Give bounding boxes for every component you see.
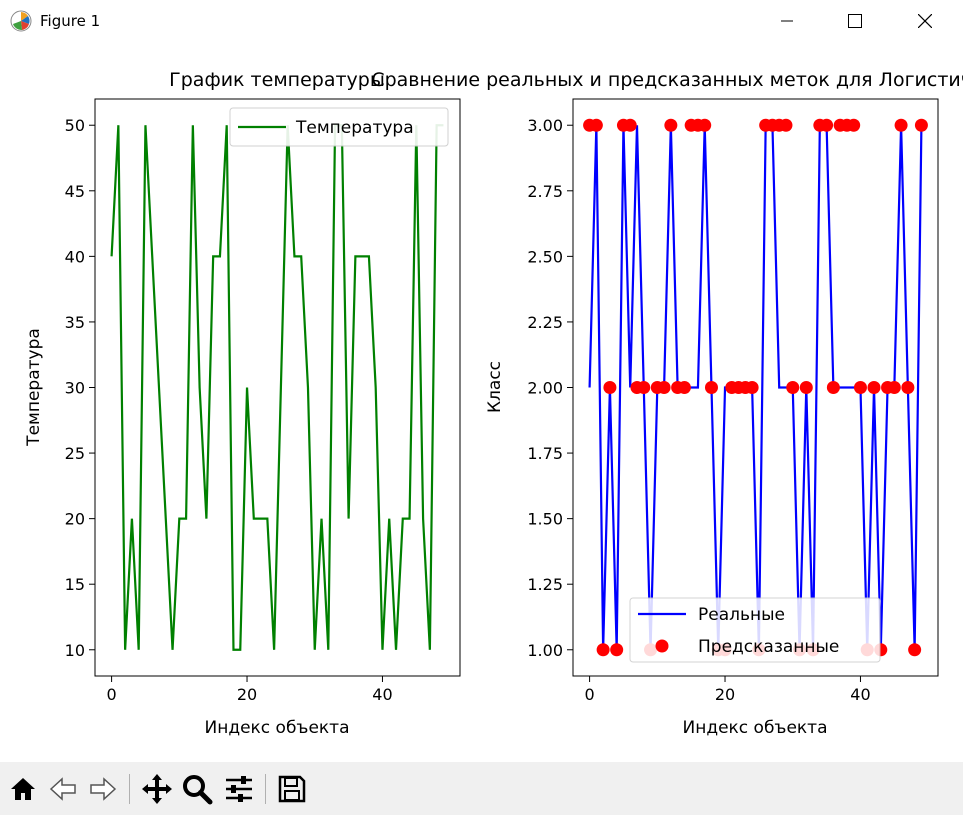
y-tick-label: 20 [65, 510, 85, 529]
axis-ticks: 0 20 40 10 15 20 25 30 35 40 45 50 [65, 116, 393, 704]
save-button[interactable] [275, 772, 309, 806]
y-tick-label: 1.50 [527, 510, 563, 529]
matplotlib-logo-icon [10, 10, 32, 32]
scatter-point [894, 118, 908, 132]
configure-subplots-button[interactable] [222, 772, 256, 806]
scatter-point [623, 118, 637, 132]
x-tick-label: 20 [715, 685, 735, 704]
x-tick-label: 0 [584, 685, 594, 704]
scatter-point [799, 381, 813, 394]
y-tick-label: 35 [65, 313, 85, 332]
scatter-point [786, 381, 800, 394]
y-tick-label: 25 [65, 444, 85, 463]
minimize-icon [781, 20, 793, 22]
legend-box [229, 107, 449, 147]
scatter-point [887, 381, 901, 394]
figure-svg: График температуры Индекс объекта Темпер… [24, 69, 963, 738]
y-tick-label: 30 [65, 379, 85, 398]
legend-label-temperature: Температура [295, 118, 414, 138]
y-tick-label: 2.75 [527, 182, 563, 201]
scatter-point [664, 118, 678, 132]
figure-canvas: График температуры Индекс объекта Темпер… [0, 42, 963, 762]
x-axis-label: Индекс объекта [682, 718, 827, 738]
forward-icon [90, 777, 117, 801]
plot-frame [94, 98, 461, 677]
scatter-point [745, 381, 759, 394]
zoom-button[interactable] [180, 772, 214, 806]
series-layer [110, 124, 444, 651]
close-button[interactable] [902, 0, 948, 42]
x-tick-label: 20 [237, 685, 257, 704]
y-tick-label: 1.25 [527, 575, 563, 594]
scatter-point [610, 643, 624, 657]
legend-label-predicted: Предсказанные [698, 637, 839, 657]
x-tick-label: 40 [850, 685, 870, 704]
home-button[interactable] [6, 772, 40, 806]
scatter-point [657, 381, 671, 394]
scatter-point [820, 118, 834, 132]
legend: Реальные Предсказанные [629, 597, 881, 663]
minimize-button[interactable] [764, 0, 810, 42]
window-title: Figure 1 [40, 12, 101, 30]
save-icon [278, 775, 306, 803]
pan-icon [142, 774, 172, 804]
maximize-icon [848, 14, 862, 28]
back-button[interactable] [46, 772, 80, 806]
forward-button[interactable] [86, 772, 120, 806]
axes-class-comparison: Индекс объекта Класс 0 20 40 1.00 1.25 1.50 1.… [485, 98, 939, 738]
chart-title: Сравнение реальных и предсказанных меток… [371, 69, 963, 91]
home-icon [11, 778, 35, 800]
axis-ticks: 0 20 40 1.00 1.25 1.50 1.75 2.00 2.25 2.50 2.75 3.0… [527, 116, 870, 704]
y-tick-label: 50 [65, 116, 85, 135]
scatter-point [698, 118, 712, 132]
series-line [110, 124, 444, 651]
toolbar-separator [265, 774, 266, 804]
scatter-point [779, 118, 793, 132]
scatter-point [637, 381, 651, 394]
x-tick-label: 40 [372, 685, 392, 704]
y-tick-label: 2.25 [527, 313, 563, 332]
y-tick-label: 3.00 [527, 116, 563, 135]
scatter-point [677, 381, 691, 394]
y-axis-label: Температура [24, 328, 44, 447]
axes-temperature: График температуры Индекс объекта Темпер… [24, 69, 461, 738]
x-tick-label: 0 [106, 685, 116, 704]
pan-button[interactable] [140, 772, 174, 806]
scatter-point [704, 381, 718, 394]
back-icon [49, 777, 76, 801]
scatter-point [853, 381, 867, 394]
chart-title: График температуры [169, 69, 385, 91]
legend: Температура [229, 107, 449, 147]
y-tick-label: 1.00 [527, 641, 563, 660]
y-tick-label: 1.75 [527, 444, 563, 463]
scatter-point [603, 381, 617, 394]
legend-box [629, 597, 881, 663]
scatter-point [847, 118, 861, 132]
scatter-point [589, 118, 603, 132]
y-tick-label: 45 [65, 182, 85, 201]
y-tick-label: 40 [65, 247, 85, 266]
window-titlebar: Figure 1 [0, 0, 963, 42]
maximize-button[interactable] [832, 0, 878, 42]
toolbar-separator [129, 774, 130, 804]
y-tick-label: 15 [65, 575, 85, 594]
scatter-point [908, 643, 922, 657]
y-tick-label: 2.50 [527, 247, 563, 266]
y-tick-label: 2.00 [527, 379, 563, 398]
x-axis-label: Индекс объекта [204, 718, 349, 738]
zoom-icon [183, 775, 213, 805]
scatter-point [901, 381, 915, 394]
scatter-point [596, 643, 610, 657]
configure-icon [226, 776, 252, 802]
y-tick-label: 10 [65, 641, 85, 660]
scatter-point [867, 381, 881, 394]
scatter-point [826, 381, 840, 394]
legend-label-real: Реальные [698, 605, 785, 625]
legend-swatch-predicted [655, 639, 669, 653]
scatter-point [914, 118, 928, 132]
close-icon [918, 14, 932, 28]
navigation-toolbar [0, 762, 963, 815]
y-axis-label: Класс [485, 361, 505, 413]
